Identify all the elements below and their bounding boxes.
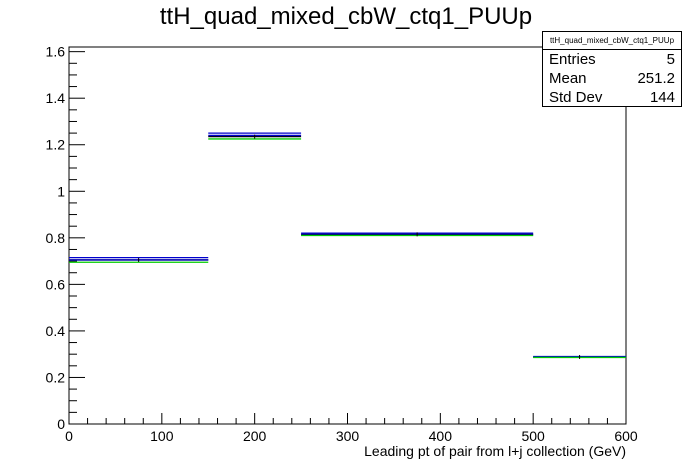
x-tick-label: 200 [243, 428, 267, 444]
stats-box: ttH_quad_mixed_cbW_ctq1_PUUp Entries 5 M… [542, 31, 682, 107]
y-tick-label: 0.6 [46, 276, 66, 292]
x-axis-label: Leading pt of pair from l+j collection (… [364, 443, 626, 459]
y-tick-label: 1 [57, 183, 65, 199]
stats-mean-label: Mean [549, 70, 587, 87]
chart-title: ttH_quad_mixed_cbW_ctq1_PUUp [160, 3, 532, 30]
x-tick-label: 500 [521, 428, 545, 444]
stats-stddev-value: 144 [649, 89, 675, 106]
stats-stddev-label: Std Dev [549, 89, 603, 106]
stats-entries-label: Entries [549, 51, 596, 68]
x-tick-label: 400 [429, 428, 453, 444]
y-tick-label: 0.8 [46, 230, 66, 246]
x-tick-label: 100 [150, 428, 174, 444]
stats-mean-value: 251.2 [637, 70, 675, 87]
histogram-bars [69, 132, 626, 359]
y-tick-label: 0.2 [46, 369, 66, 385]
y-tick-label: 0 [57, 416, 65, 432]
stats-box-title: ttH_quad_mixed_cbW_ctq1_PUUp [543, 32, 681, 50]
x-tick-label: 600 [614, 428, 638, 444]
axes: 0 100 200 300 400 500 600 0 0.2 0.4 0.6 0.8 1 1.2 1.4 1… [46, 44, 638, 444]
stats-entries-value: 5 [666, 51, 675, 68]
y-tick-label: 1.6 [46, 44, 66, 60]
stats-row-stddev: Std Dev 144 [543, 88, 681, 107]
y-tick-label: 0.4 [46, 323, 66, 339]
x-tick-label: 300 [336, 428, 360, 444]
y-tick-label: 1.4 [46, 90, 66, 106]
y-tick-label: 1.2 [46, 137, 66, 153]
stats-row-entries: Entries 5 [543, 50, 681, 69]
x-tick-label: 0 [65, 428, 73, 444]
stats-row-mean: Mean 251.2 [543, 69, 681, 88]
